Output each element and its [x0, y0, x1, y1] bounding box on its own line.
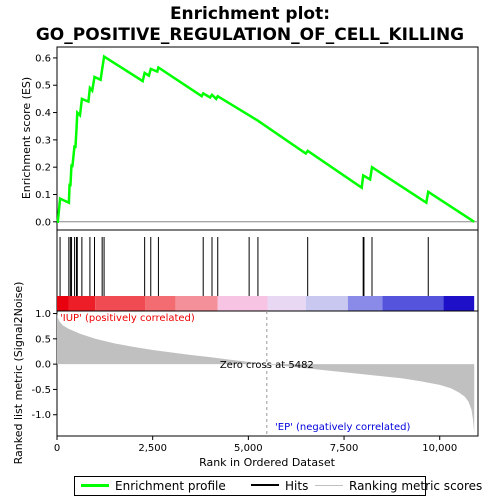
color-bar-segment [443, 296, 475, 311]
chart-title-line1: Enrichment plot: [170, 4, 330, 24]
metric-y-tick-label: -0.5 [31, 385, 51, 396]
es-y-tick-label: 0.6 [35, 53, 51, 64]
es-y-tick-label: 0.5 [35, 81, 51, 92]
color-bar-segment [217, 296, 268, 311]
x-axis-label: Rank in Ordered Dataset [199, 456, 336, 469]
es-y-tick-label: 0.2 [35, 163, 51, 174]
chart-title-line2: GO_POSITIVE_REGULATION_OF_CELL_KILLING [36, 25, 464, 45]
metric-y-tick-label: 0.0 [35, 360, 51, 371]
color-bar-segment [382, 296, 444, 311]
legend-metric-label: Ranking metric scores [349, 479, 483, 493]
color-bar-segment [175, 296, 218, 311]
x-tick-label: 10,000 [422, 443, 457, 454]
color-bar-segment [347, 296, 383, 311]
color-bar-segment [267, 296, 306, 311]
x-tick-label: 7,500 [330, 443, 359, 454]
es-panel-frame [56, 46, 479, 231]
positive-correlated-label: 'IUP' (positively correlated) [60, 313, 195, 324]
metric-y-axis-label: Ranked list metric (Signal2Noise) [12, 282, 25, 465]
color-bar-segment [68, 296, 96, 311]
legend-enrichment-swatch [81, 484, 109, 487]
color-bar-segment [95, 296, 146, 311]
es-profile-line [56, 54, 475, 224]
color-bar-segment [57, 296, 69, 311]
legend-hits-label: Hits [285, 479, 309, 493]
es-y-tick-label: 0.3 [35, 135, 51, 146]
hit-markers [59, 237, 429, 296]
negative-correlated-label: 'EP' (negatively correlated) [275, 422, 410, 433]
legend: Enrichment profile Hits Ranking metric s… [74, 476, 482, 496]
es-y-axis-label: Enrichment score (ES) [20, 77, 33, 199]
x-axis-ticks: 0 2,500 5,000 7,500 10,000 [54, 436, 457, 454]
legend-metric-swatch [315, 485, 343, 486]
es-y-tick-label: 0.0 [35, 217, 51, 228]
legend-hits-swatch [251, 484, 279, 486]
metric-y-tick-label: 1.0 [35, 309, 51, 320]
color-bar-segment [145, 296, 176, 311]
metric-y-ticks: -1.0 -0.5 0.0 0.5 1.0 [31, 309, 57, 421]
es-y-tick-label: 0.1 [35, 190, 51, 201]
es-y-tick-label: 0.4 [35, 108, 51, 119]
metric-y-tick-label: -1.0 [31, 410, 51, 421]
metric-y-tick-label: 0.5 [35, 334, 51, 345]
ranking-color-bar [57, 296, 475, 311]
legend-enrichment-label: Enrichment profile [115, 479, 226, 493]
ranking-metric-series [57, 312, 475, 433]
x-tick-label: 5,000 [234, 443, 263, 454]
es-y-ticks: 0.0 0.1 0.2 0.3 0.4 0.5 0.6 [35, 53, 57, 228]
es-profile-series [56, 54, 475, 224]
x-tick-label: 0 [54, 443, 60, 454]
zero-cross-label: Zero cross at 5482 [220, 360, 314, 371]
color-bar-segment [305, 296, 348, 311]
x-tick-label: 2,500 [138, 443, 167, 454]
ranking-metric-area [57, 312, 475, 433]
